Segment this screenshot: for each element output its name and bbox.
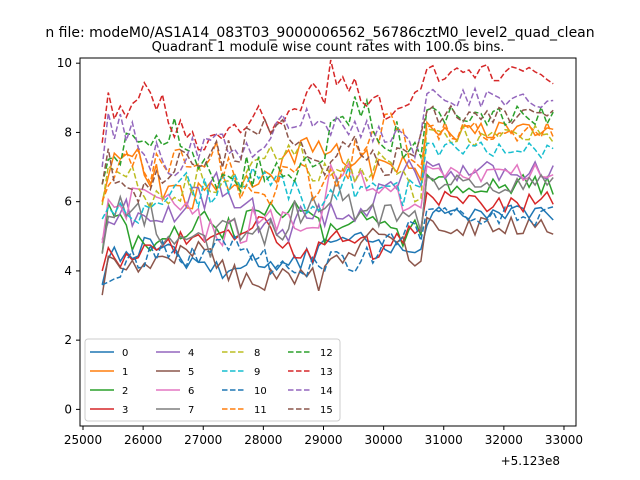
legend-label: 8	[254, 348, 260, 359]
legend-label: 13	[320, 367, 333, 378]
legend-label: 6	[188, 386, 194, 397]
legend-label: 14	[320, 386, 333, 397]
series-line-2	[101, 172, 554, 254]
series-line-9	[101, 141, 554, 225]
x-tick-label: 27000	[184, 433, 222, 447]
x-tick-label: 33000	[545, 433, 583, 447]
legend-label: 4	[188, 348, 194, 359]
series-line-13	[101, 59, 554, 151]
x-tick-label: 32000	[485, 433, 523, 447]
figure-suptitle: n file: modeM0/AS1A14_083T03_9000006562_…	[45, 25, 594, 41]
series-line-10	[101, 204, 554, 286]
x-tick-label: 29000	[304, 433, 342, 447]
plot-frame	[79, 57, 577, 427]
y-tick-label: 2	[64, 333, 72, 347]
series-line-7	[101, 173, 554, 258]
y-tick-label: 8	[64, 125, 72, 139]
y-tick-label: 6	[64, 195, 72, 209]
x-offset-label: +5.123e8	[501, 454, 560, 468]
series-line-12	[101, 96, 554, 194]
series-line-11	[101, 112, 554, 208]
series-line-4	[101, 158, 554, 244]
legend-label: 12	[320, 348, 333, 359]
y-tick-label: 10	[57, 56, 72, 70]
series-line-14	[101, 86, 554, 177]
legend-label: 15	[320, 405, 333, 416]
x-tick-label: 26000	[124, 433, 162, 447]
legend-label: 0	[122, 348, 128, 359]
series-line-3	[101, 190, 554, 272]
y-tick-label: 4	[64, 264, 72, 278]
legend-label: 2	[122, 386, 128, 397]
series-line-15	[101, 104, 554, 205]
axis-layer: 25000 26000 27000 28000 29000 30000 31000 32000…	[57, 56, 583, 447]
legend-label: 11	[254, 405, 267, 416]
legend-label: 5	[188, 367, 194, 378]
legend-label: 7	[188, 405, 194, 416]
legend-label: 3	[122, 405, 128, 416]
legend-label: 10	[254, 386, 267, 397]
legend-label: 1	[122, 367, 128, 378]
series-layer	[101, 59, 554, 296]
legend-box	[84, 338, 341, 422]
x-tick-label: 31000	[425, 433, 463, 447]
x-tick-label: 30000	[365, 433, 403, 447]
x-tick-label: 28000	[244, 433, 282, 447]
axes-title: Quadrant 1 module wise count rates with …	[152, 40, 505, 55]
series-line-6	[101, 161, 554, 248]
legend-label: 9	[254, 367, 260, 378]
y-tick-label: 0	[64, 402, 72, 416]
x-tick-label: 25000	[64, 433, 102, 447]
